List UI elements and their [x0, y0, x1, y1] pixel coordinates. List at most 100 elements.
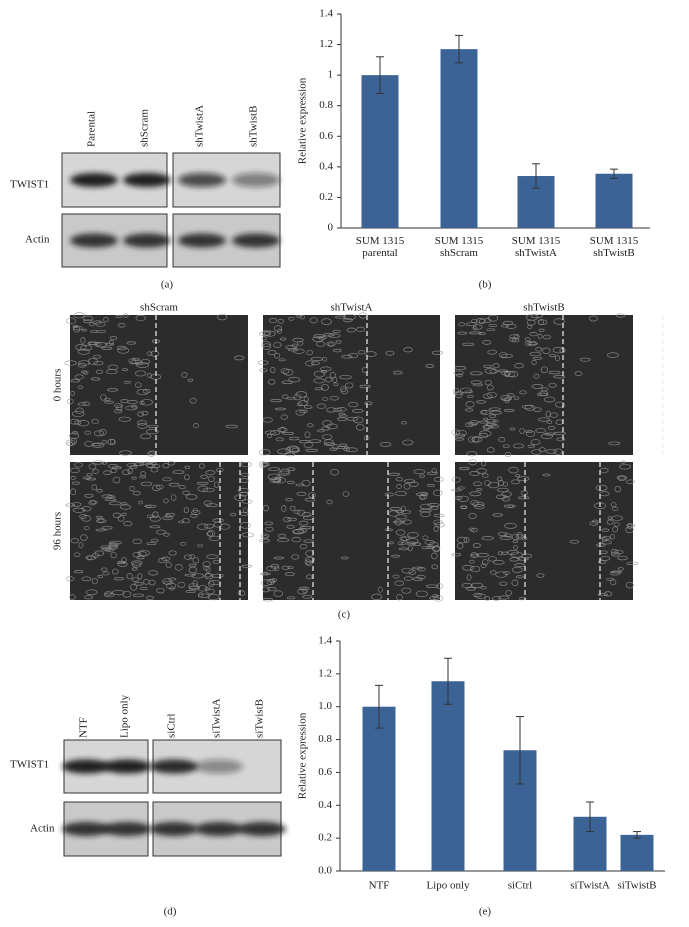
- cell: [268, 467, 281, 471]
- cell: [280, 414, 288, 420]
- cell: [126, 573, 133, 580]
- cell: [306, 423, 314, 428]
- cell: [268, 317, 277, 324]
- cell: [313, 334, 325, 339]
- cell: [476, 468, 487, 474]
- cell: [262, 417, 273, 423]
- cell: [70, 538, 79, 544]
- cell: [403, 482, 411, 490]
- cell: [89, 322, 95, 327]
- y-tick-label: 1.2: [319, 38, 333, 50]
- cell: [131, 577, 139, 582]
- cell: [70, 488, 77, 496]
- cell: [493, 560, 505, 565]
- y-tick-label: 0: [328, 222, 334, 234]
- cell: [346, 416, 359, 422]
- cell: [110, 439, 116, 445]
- cell: [181, 371, 188, 378]
- cell: [395, 476, 403, 482]
- cell: [90, 329, 99, 333]
- cell: [475, 318, 486, 324]
- cell: [321, 369, 328, 374]
- cell: [115, 314, 123, 318]
- micrograph: [263, 315, 440, 455]
- cell: [597, 593, 608, 597]
- cell: [279, 426, 286, 434]
- cell: [401, 587, 412, 594]
- cell: [70, 379, 80, 383]
- cell: [486, 391, 497, 398]
- lane-label: NTF: [78, 717, 90, 738]
- cell: [259, 572, 271, 576]
- cell: [352, 416, 364, 424]
- cell: [470, 565, 481, 573]
- cell: [229, 512, 237, 517]
- cell: [403, 347, 413, 353]
- cell: [283, 369, 294, 376]
- row-label: TWIST1: [10, 179, 49, 191]
- cell: [162, 463, 170, 469]
- y-tick-label: 1.0: [318, 700, 332, 712]
- cell: [185, 590, 196, 594]
- y-tick-label: 0.4: [318, 799, 332, 811]
- cell: [83, 525, 90, 531]
- cell: [517, 476, 530, 482]
- cell: [455, 429, 467, 437]
- cell: [74, 462, 84, 468]
- cell: [415, 590, 428, 598]
- cell: [503, 481, 509, 487]
- cell: [321, 426, 331, 431]
- cell: [465, 408, 474, 412]
- cell: [320, 384, 330, 391]
- error-bar: [375, 684, 383, 729]
- cell: [184, 573, 196, 577]
- row-label: Actin: [30, 823, 55, 835]
- cell: [85, 555, 97, 560]
- cell: [139, 401, 145, 405]
- cell: [95, 342, 102, 347]
- cell: [189, 554, 195, 560]
- cell: [335, 340, 342, 344]
- cell: [146, 462, 154, 468]
- cell: [479, 430, 492, 437]
- band: [150, 822, 198, 836]
- cell: [95, 528, 107, 532]
- cell: [77, 348, 90, 355]
- cell: [303, 405, 313, 409]
- band: [123, 173, 171, 187]
- cell: [146, 542, 157, 546]
- cell: [108, 501, 122, 506]
- cell: [264, 521, 274, 526]
- cell: [167, 461, 176, 466]
- cell: [419, 508, 432, 513]
- cell: [133, 462, 145, 466]
- cell: [108, 544, 118, 550]
- cell: [352, 408, 364, 413]
- cell: [91, 484, 98, 491]
- cell: [377, 586, 383, 593]
- cell: [511, 479, 520, 485]
- lane-label: shTwistB: [248, 106, 260, 147]
- cell: [274, 407, 287, 411]
- cell: [139, 462, 147, 466]
- cell: [295, 409, 306, 416]
- cell: [402, 519, 412, 525]
- cell: [166, 582, 177, 590]
- cell: [511, 579, 519, 586]
- cell: [324, 442, 336, 446]
- cell: [260, 533, 270, 539]
- cell: [66, 317, 77, 325]
- cell: [453, 387, 460, 393]
- cell: [488, 407, 501, 411]
- cell: [302, 594, 313, 599]
- x-tick-label: SUM 1315 shTwistB: [590, 235, 639, 259]
- cell: [537, 333, 543, 339]
- cell: [451, 488, 462, 492]
- cell: [192, 579, 198, 587]
- error-bar: [586, 801, 594, 833]
- cell: [298, 400, 308, 406]
- cell: [310, 356, 324, 361]
- cell: [406, 538, 419, 544]
- cell: [394, 580, 405, 586]
- cell: [454, 496, 463, 500]
